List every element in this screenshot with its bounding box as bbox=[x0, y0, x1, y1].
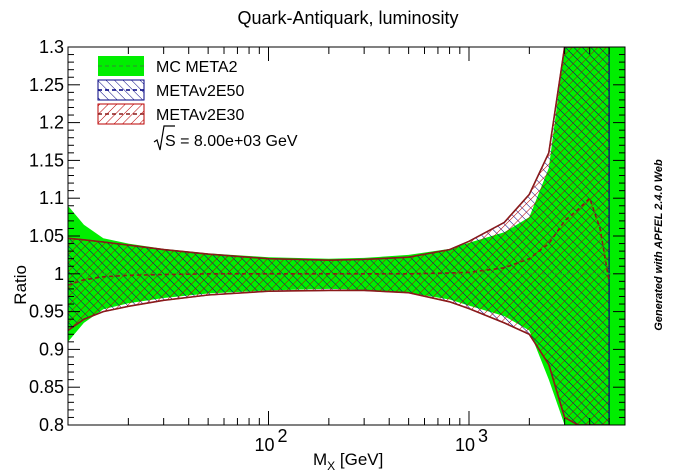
y-tick-label: 1.3 bbox=[39, 37, 64, 57]
x-tick-label-exponent: 3 bbox=[478, 426, 488, 446]
legend: MC META2 METAv2E50 METAv2E30 S = 8.00e+03 G… bbox=[97, 56, 298, 151]
y-tick-label: 1.25 bbox=[29, 75, 64, 95]
plot-area bbox=[68, 47, 625, 425]
metav2e30-upper-line bbox=[68, 47, 610, 262]
x-tick-label: 10 bbox=[455, 435, 475, 455]
y-tick-label: 1.15 bbox=[29, 150, 64, 170]
y-tick-label: 1.1 bbox=[39, 188, 64, 208]
y-tick-label: 1 bbox=[54, 264, 64, 284]
x-axis-label-unit: [GeV] bbox=[335, 450, 383, 469]
y-tick-label: 1.2 bbox=[39, 113, 64, 133]
y-tick-label: 0.85 bbox=[29, 377, 64, 397]
x-tick-label-exponent: 2 bbox=[277, 426, 287, 446]
legend-label: METAv2E50 bbox=[156, 83, 244, 100]
x-axis-label-main: M bbox=[313, 450, 327, 469]
legend-label: MC META2 bbox=[156, 59, 238, 76]
y-axis: 0.8 0.85 0.9 0.95 1 1.05 1.1 1.15 1.2 1.25 1.3 bbox=[29, 37, 625, 435]
y-tick-label: 0.9 bbox=[39, 339, 64, 359]
x-axis: 10 2 10 3 bbox=[67, 47, 626, 455]
watermark-text: Generated with APFEL 2.4.0 Web bbox=[653, 159, 665, 331]
y-axis-label: Ratio bbox=[11, 265, 30, 305]
metav2e30-lower-line bbox=[68, 289, 610, 425]
metav2e30-band bbox=[68, 47, 610, 425]
legend-label: METAv2E30 bbox=[156, 107, 244, 124]
x-axis-label: MX [GeV] bbox=[313, 450, 383, 472]
y-tick-label: 1.05 bbox=[29, 226, 64, 246]
energy-note: S = 8.00e+03 GeV bbox=[165, 133, 298, 150]
x-axis-label-subscript: X bbox=[327, 459, 335, 472]
chart-title: Quark-Antiquark, luminosity bbox=[237, 8, 458, 28]
y-tick-label: 0.8 bbox=[39, 415, 64, 435]
x-tick-label: 10 bbox=[254, 435, 274, 455]
sqrt-symbol bbox=[153, 125, 175, 151]
y-tick-label: 0.95 bbox=[29, 302, 64, 322]
